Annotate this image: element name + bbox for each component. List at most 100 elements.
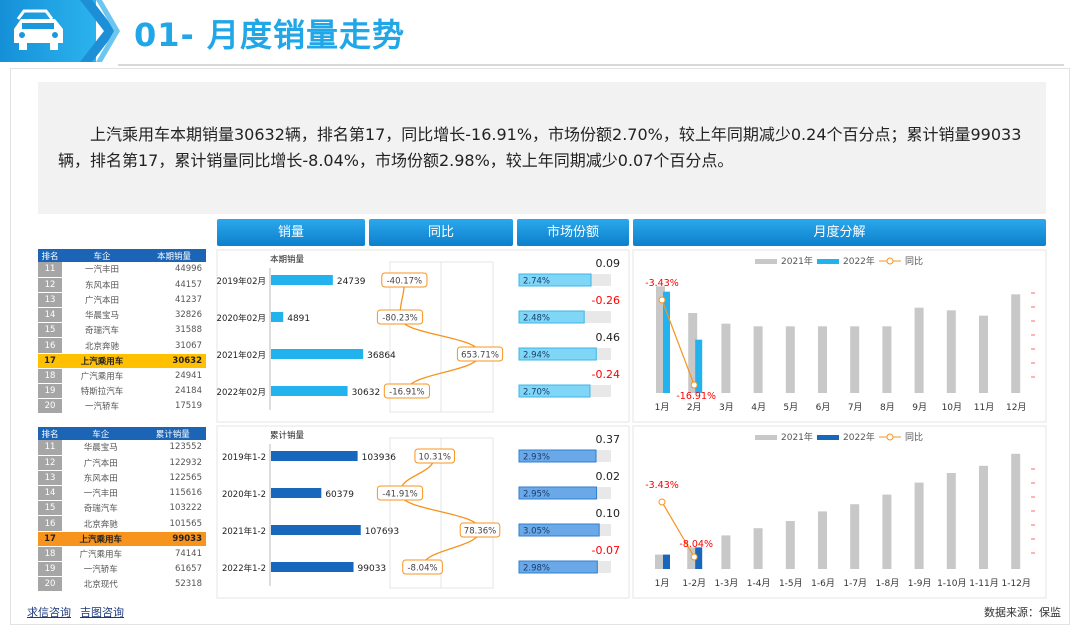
table-row: 14 一汽丰田 115616 xyxy=(38,485,206,502)
x-tick-label: 10月 xyxy=(942,402,962,413)
bar-2021 xyxy=(850,504,860,569)
rank-cell: 12 xyxy=(38,277,62,293)
bar-2021 xyxy=(1011,294,1021,393)
share-bar xyxy=(518,560,598,574)
x-tick-label: 7月 xyxy=(848,402,863,413)
bar-2022 xyxy=(663,291,670,393)
data-source: 数据来源：保监 xyxy=(984,606,1061,619)
company-cell: 北京奔驰 xyxy=(62,515,140,532)
rank-cell: 16 xyxy=(38,337,62,354)
x-tick-label: 1月 xyxy=(655,578,670,589)
company-cell: 特斯拉汽车 xyxy=(62,383,142,400)
yoy-label: -16.91% xyxy=(389,388,424,398)
x-tick-label: 9月 xyxy=(912,402,927,413)
share-change-label: -0.26 xyxy=(592,294,620,307)
rank-cell: 20 xyxy=(38,398,62,415)
table-row: 18 广汽乘用车 74141 xyxy=(38,546,206,563)
yoy-line xyxy=(661,299,695,386)
sales-value-label: 4891 xyxy=(287,314,310,324)
sales-value-label: 30632 xyxy=(352,388,381,398)
company-cell: 一汽丰田 xyxy=(62,262,142,278)
rank-cell: 19 xyxy=(38,383,62,400)
yoy-label: 78.36% xyxy=(464,527,496,537)
x-tick-label: 1-9月 xyxy=(908,578,932,589)
car-icon xyxy=(14,9,63,50)
company-cell: 广汽乘用车 xyxy=(62,546,140,563)
table-row: 12 东风本田 44157 xyxy=(38,277,206,293)
share-label: 2.74% xyxy=(523,277,550,287)
share-bar xyxy=(518,523,600,537)
col-rank: 排名 xyxy=(38,427,62,440)
table-row: 13 广汽本田 41237 xyxy=(38,292,206,309)
bar-2021 xyxy=(753,528,763,569)
x-tick-label: 1月 xyxy=(655,402,670,413)
table-row: 16 北京奔驰 31067 xyxy=(38,337,206,354)
table-row: 17 上汽乘用车 99033 xyxy=(38,531,206,547)
bar-2021 xyxy=(882,494,892,569)
legend-label: 同比 xyxy=(905,255,923,267)
sales-value-label: 99033 xyxy=(358,564,387,574)
share-label: 3.05% xyxy=(523,527,550,537)
company-cell: 华晨宝马 xyxy=(62,307,142,324)
table-row: 18 广汽乘用车 24941 xyxy=(38,368,206,385)
value-cell: 122932 xyxy=(139,455,206,471)
share-bar xyxy=(518,449,597,463)
rank-cell: 14 xyxy=(38,307,62,324)
sales-value-label: 107693 xyxy=(365,527,399,537)
page-title: 01- 月度销量走势 xyxy=(134,16,405,54)
table-row: 19 一汽轿车 61657 xyxy=(38,561,206,578)
legend-label: 同比 xyxy=(905,431,923,443)
sales-bar xyxy=(271,562,354,572)
value-cell: 24184 xyxy=(141,383,206,400)
footer-link-1[interactable]: 求信咨询 xyxy=(27,606,71,619)
yoy-marker xyxy=(690,553,698,561)
x-tick-label: 3月 xyxy=(719,402,734,413)
x-tick-label: 1-12月 xyxy=(1001,578,1030,589)
x-tick-label: 1-5月 xyxy=(779,578,803,589)
footer-link-2[interactable]: 吉图咨询 xyxy=(80,606,124,619)
section-header-monthly: 月度分解 xyxy=(633,219,1046,246)
bar-2021 xyxy=(914,482,924,569)
company-cell: 广汽本田 xyxy=(62,455,140,471)
summary-text: 上汽乘用车本期销量30632辆，排名第17，同比增长-16.91%，市场份额2.… xyxy=(38,82,1046,214)
bar-2021 xyxy=(850,326,860,393)
legend-marker-yoy xyxy=(886,257,894,265)
yoy-data-label: -3.43% xyxy=(645,278,679,289)
yoy-label: 10.31% xyxy=(419,453,451,463)
value-cell: 17519 xyxy=(141,398,206,415)
x-tick-label: 2月 xyxy=(687,402,702,413)
rank-cell: 17 xyxy=(38,353,62,369)
sales-category-label: 2020年1-2 xyxy=(222,489,266,500)
company-cell: 奇瑞汽车 xyxy=(62,500,140,517)
share-change-label: 0.10 xyxy=(596,507,621,520)
yoy-label-box xyxy=(414,448,456,464)
bar-2021 xyxy=(946,310,956,393)
yoy-label-box xyxy=(376,309,424,325)
rank-table-period: 排名 车企 本期销量 11 一汽丰田 44996 12 东风本田 44157 13 广汽本田 4… xyxy=(38,249,206,415)
company-cell: 广汽乘用车 xyxy=(62,368,142,385)
x-tick-label: 11月 xyxy=(974,402,994,413)
legend-marker-yoy xyxy=(886,433,894,441)
yoy-label-box xyxy=(376,485,424,501)
yoy-marker xyxy=(658,296,666,304)
table-row: 19 特斯拉汽车 24184 xyxy=(38,383,206,400)
rank-cell: 20 xyxy=(38,576,62,593)
bar-2021 xyxy=(882,326,892,393)
legend-swatch-2021 xyxy=(755,435,777,440)
value-cell: 115616 xyxy=(139,485,206,502)
table-row: 15 奇瑞汽车 31588 xyxy=(38,322,206,339)
rank-cell: 18 xyxy=(38,368,62,385)
bar-2021 xyxy=(785,326,795,393)
col-rank: 排名 xyxy=(38,249,62,262)
yoy-label: -80.23% xyxy=(382,314,417,324)
table-row: 20 北京现代 52318 xyxy=(38,576,206,593)
rank-cell: 13 xyxy=(38,470,62,487)
share-bar xyxy=(518,486,598,500)
yoy-line xyxy=(399,279,481,392)
bar-2021 xyxy=(818,326,827,393)
panel-frame xyxy=(632,425,1047,599)
sales-chart-title: 本期销量 xyxy=(270,254,305,265)
bar-2021 xyxy=(753,326,763,393)
share-label: 2.98% xyxy=(523,564,550,574)
